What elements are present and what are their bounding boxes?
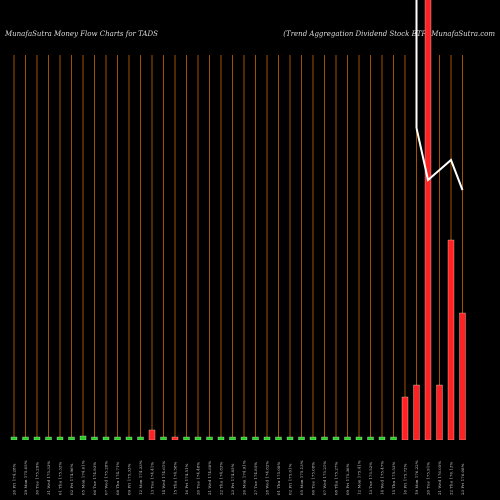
x-tick-label: 09 Fri 175.33%: [127, 463, 132, 495]
bar: [286, 436, 294, 440]
bar: [91, 436, 98, 440]
x-tick-label: 14 Wed 175.47%: [380, 461, 385, 495]
bar: [229, 436, 236, 440]
x-tick-label: 16 Fri 174.51%: [184, 463, 189, 495]
bar: [298, 436, 305, 440]
x-tick-label: 07 Wed 175.21%: [322, 461, 327, 495]
x-tick-label: 21 Wed 174.68%: [207, 461, 212, 495]
x-tick-label: 12 Mon 174.33%: [138, 460, 143, 495]
bar: [217, 436, 225, 440]
x-tick-label: 13 Tue 175.52%: [368, 462, 373, 495]
x-tick-label: 14 Wed 174.61%: [161, 461, 166, 495]
x-tick-label: 01 Thu 175.08%: [276, 462, 281, 495]
x-tick-label: 21 Wed 176.05%: [437, 461, 442, 495]
x-tick-label: 27 Tue 174.85%: [253, 462, 258, 495]
bar: [240, 436, 248, 440]
bar: [436, 384, 443, 440]
x-tick-label: 05 Mon 174.61%: [81, 460, 86, 495]
x-tick-label: 09 Fri 175.36%: [345, 463, 350, 495]
x-tick-label: 20 Tue 174.48%: [196, 462, 201, 495]
bar: [424, 0, 432, 440]
bar: [332, 436, 340, 440]
x-tick-label: 20 Tue 175.91%: [426, 462, 431, 495]
bar: [22, 436, 29, 440]
x-tick-label: 07 Wed 175.28%: [104, 461, 109, 495]
bar: [206, 436, 213, 440]
x-tick-label: 01 Thu 175.33%: [58, 462, 63, 495]
bar: [45, 436, 52, 440]
bar: [275, 436, 282, 440]
bar: [114, 436, 121, 440]
bar: [401, 396, 409, 440]
bar: [252, 436, 259, 440]
bar: [194, 436, 202, 440]
x-tick-label: 19 Mon 176.22%: [414, 460, 419, 495]
bar: [344, 436, 351, 440]
bar: [56, 436, 64, 440]
bar: [447, 239, 455, 440]
x-tick-label: 06 Tue 174.93%: [92, 462, 97, 495]
bar: [309, 436, 317, 440]
x-tick-label: 08 Thu 174.71%: [115, 462, 120, 495]
x-tick-label: 16 Fri 175.72%: [403, 463, 408, 495]
bar: [183, 436, 190, 440]
x-tick-label: 02 Fri 175.01%: [288, 463, 293, 495]
chart-title: MunafaSutra Money Flow Charts for TADS: [4, 30, 158, 38]
x-tick-label: 31 Wed 175.33%: [46, 461, 51, 495]
bar: [321, 436, 328, 440]
x-tick-label: 15 Thu 174.58%: [173, 462, 178, 495]
bar: [33, 436, 41, 440]
bar: [68, 436, 75, 440]
bar: [263, 436, 271, 440]
chart-subtitle: (Trend Aggregation Dividend Stock ETF) M…: [283, 30, 495, 38]
x-tick-label: 22 Thu 174.83%: [219, 462, 224, 495]
line: [415, 127, 464, 191]
x-tick-label: 23 Fri 176.08%: [460, 463, 465, 495]
x-tick-label: 06 Tue 175.08%: [311, 462, 316, 495]
bar: [367, 436, 374, 440]
bar: [125, 436, 133, 440]
bar: [355, 436, 363, 440]
x-tick-label: 02 Fri 174.96%: [69, 463, 74, 495]
x-tick-label: 29 Mon 175.05%: [23, 460, 28, 495]
x-tick-label: 28 Wed 174.82%: [265, 461, 270, 495]
bar: [171, 436, 179, 440]
plot: [10, 0, 466, 440]
x-tick-label: 23 Fri 174.85%: [230, 463, 235, 495]
bar: [160, 436, 167, 440]
bar: [148, 429, 156, 440]
bar: [10, 436, 18, 440]
x-tick-label: 08 Thu 175.27%: [334, 462, 339, 495]
bar: [459, 312, 466, 440]
x-tick-label: 15 Thu 175.53%: [391, 462, 396, 495]
x-tick-label: 26 Fri 174.28%: [12, 463, 17, 495]
bar: [102, 436, 110, 440]
x-tick-label: 12 Mon 175.41%: [357, 460, 362, 495]
bar: [137, 436, 144, 440]
bar: [378, 436, 386, 440]
bar: [413, 384, 420, 440]
x-tick-label: 05 Mon 175.13%: [299, 460, 304, 495]
x-tick-label: 13 Tue 174.41%: [150, 462, 155, 495]
x-tick-label: 30 Tue 175.29%: [35, 462, 40, 495]
x-tick-label: 26 Mon 174.91%: [242, 460, 247, 495]
bar: [390, 436, 397, 440]
bar: [79, 435, 87, 440]
x-tick-label: 22 Thu 176.13%: [449, 462, 454, 495]
